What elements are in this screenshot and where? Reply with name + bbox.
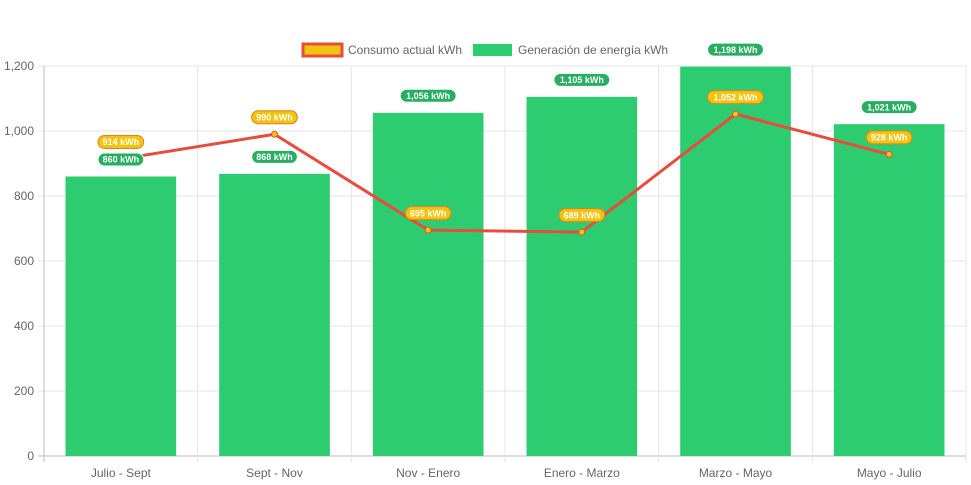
bar-data-label-badge	[251, 149, 298, 164]
bar-data-label: 1,105 kWh	[560, 75, 604, 85]
line-data-label: 689 kWh	[564, 210, 601, 220]
bar-data-label-badge	[97, 152, 145, 167]
bar-data-label-badge	[860, 100, 918, 115]
bar-data-label: 868 kWh	[256, 152, 293, 162]
line-data-label-badge	[865, 130, 913, 145]
gridlines	[38, 65, 967, 462]
legend-swatch-generacion[interactable]	[473, 44, 512, 56]
x-tick-label: Nov - Enero	[396, 466, 460, 480]
line-data-label-badge	[251, 110, 298, 125]
line-data-label: 928 kWh	[871, 133, 908, 143]
line-point[interactable]	[424, 226, 432, 234]
line-point[interactable]	[732, 110, 739, 118]
y-tick-label: 0	[27, 449, 34, 463]
bar-data-label: 1,198 kWh	[713, 45, 757, 55]
bar[interactable]	[372, 112, 484, 457]
line-point[interactable]	[885, 150, 893, 158]
legend[interactable]: Consumo actual kWh Generación de energía…	[301, 42, 668, 58]
bar[interactable]	[219, 173, 330, 456]
legend-swatch-consumo[interactable]	[301, 42, 344, 58]
x-tick-label: Mayo - Julio	[857, 466, 922, 480]
line-data-label-badge	[97, 134, 145, 149]
line-data-label-badge	[404, 206, 452, 221]
x-tick-label: Marzo - Mayo	[699, 466, 773, 480]
line-data-label: 1,052 kWh	[713, 92, 757, 102]
x-tick-label: Sept - Nov	[246, 466, 303, 480]
bar-data-label: 1,021 kWh	[867, 102, 911, 112]
data-labels: 860 kWh 868 kWh 1,056 kWh 1,105 kWh 1,198 kW…	[97, 42, 918, 223]
y-tick-label: 1,200	[4, 59, 34, 73]
bar-data-label: 1,056 kWh	[406, 91, 450, 101]
line-data-label: 695 kWh	[410, 208, 447, 218]
x-axis: Julio - Sept Sept - Nov Nov - Enero Enero -…	[91, 466, 922, 480]
x-tick-label: Enero - Marzo	[544, 466, 620, 480]
line-series	[117, 110, 893, 236]
y-tick-label: 1,000	[4, 124, 34, 138]
line-data-label: 990 kWh	[256, 112, 293, 122]
y-axis: 0 200 400 600 800 1,000 1,200	[4, 59, 34, 463]
bar-series	[65, 66, 945, 457]
y-tick-label: 400	[14, 319, 34, 333]
line-point[interactable]	[578, 228, 586, 236]
legend-label-generacion[interactable]: Generación de energía kWh	[518, 43, 668, 57]
bar[interactable]	[833, 124, 945, 457]
legend-label-consumo[interactable]: Consumo actual kWh	[348, 43, 462, 57]
line-data-label-badge	[558, 208, 606, 223]
line-data-label: 914 kWh	[103, 137, 140, 147]
y-tick-label: 800	[14, 189, 34, 203]
bar-data-label-badge	[707, 42, 764, 57]
line-point[interactable]	[271, 130, 278, 138]
y-tick-label: 200	[14, 384, 34, 398]
consumption-line	[120, 112, 890, 234]
bar-data-label-badge	[553, 72, 611, 87]
bar[interactable]	[65, 176, 177, 457]
y-tick-label: 600	[14, 254, 34, 268]
bar-data-label-badge	[399, 88, 457, 103]
bar[interactable]	[680, 66, 791, 457]
x-tick-label: Julio - Sept	[91, 466, 152, 480]
bar-data-label: 860 kWh	[103, 155, 140, 165]
line-data-label-badge	[707, 90, 764, 105]
bar[interactable]	[526, 96, 638, 456]
